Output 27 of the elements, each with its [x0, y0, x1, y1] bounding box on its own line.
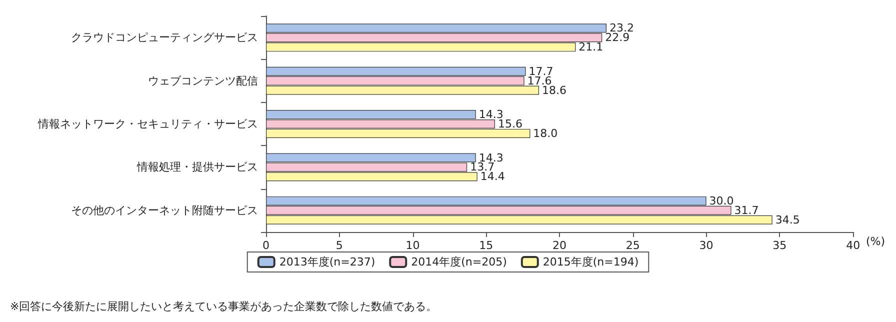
data-label: 34.5	[775, 213, 800, 226]
data-label: 22.9	[605, 31, 630, 44]
y-tick-label: ウェブコンテンツ配信	[148, 74, 258, 88]
data-label: 30.0	[709, 194, 734, 208]
x-tick-label: 10	[406, 239, 420, 252]
x-tick-label: 40	[846, 239, 860, 252]
legend-label: 2013年度(n=237)	[279, 256, 376, 268]
x-tick-label: 0	[262, 239, 270, 252]
legend-label: 2015年度(n=194)	[542, 256, 639, 268]
x-tick-label: 30	[699, 239, 714, 252]
y-tick-label: その他のインターネット附随サービス	[71, 204, 258, 217]
data-label: 18.0	[533, 126, 558, 140]
y-tick-label: 情報ネットワーク・セキュリティ・サービス	[37, 118, 258, 130]
data-label: 15.6	[498, 118, 522, 130]
data-label: 21.1	[578, 40, 604, 54]
data-label: 14.4	[480, 170, 505, 184]
x-tick-label: 35	[772, 239, 787, 252]
x-tick-label: 15	[479, 239, 494, 252]
x-tick-label: 20	[552, 239, 567, 252]
data-label: 31.7	[734, 204, 759, 217]
y-tick-label: 情報処理・提供サービス	[136, 160, 258, 174]
text: ※回答に今後新たに展開したいと考えている事業があった企業数で除した数値である。	[10, 300, 438, 313]
y-tick-label: クラウドコンピューティングサービス	[71, 31, 258, 44]
x-tick-label: 25	[626, 239, 640, 252]
x-tick-label: 5	[336, 239, 343, 252]
legend-label: 2014年度(n=205)	[411, 256, 507, 268]
x-axis-title: (%)	[866, 235, 886, 248]
